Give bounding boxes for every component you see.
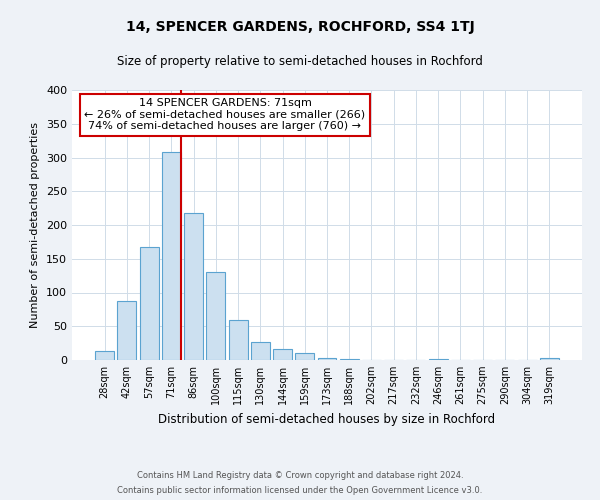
Bar	[429, 358, 448, 360]
Text: 14, SPENCER GARDENS, ROCHFORD, SS4 1TJ: 14, SPENCER GARDENS, ROCHFORD, SS4 1TJ	[125, 20, 475, 34]
Bar	[140, 246, 158, 360]
Bar	[273, 348, 292, 360]
Text: 14 SPENCER GARDENS: 71sqm
← 26% of semi-detached houses are smaller (266)
74% of: 14 SPENCER GARDENS: 71sqm ← 26% of semi-…	[85, 98, 365, 132]
Bar	[118, 300, 136, 360]
Y-axis label: Number of semi-detached properties: Number of semi-detached properties	[31, 122, 40, 328]
Bar	[206, 272, 225, 360]
X-axis label: Distribution of semi-detached houses by size in Rochford: Distribution of semi-detached houses by …	[158, 412, 496, 426]
Bar	[229, 320, 248, 360]
Bar	[162, 152, 181, 360]
Text: Size of property relative to semi-detached houses in Rochford: Size of property relative to semi-detach…	[117, 55, 483, 68]
Bar	[317, 358, 337, 360]
Bar	[251, 342, 270, 360]
Text: Contains HM Land Registry data © Crown copyright and database right 2024.: Contains HM Land Registry data © Crown c…	[137, 471, 463, 480]
Bar	[540, 358, 559, 360]
Text: Contains public sector information licensed under the Open Government Licence v3: Contains public sector information licen…	[118, 486, 482, 495]
Bar	[295, 353, 314, 360]
Bar	[95, 351, 114, 360]
Bar	[184, 213, 203, 360]
